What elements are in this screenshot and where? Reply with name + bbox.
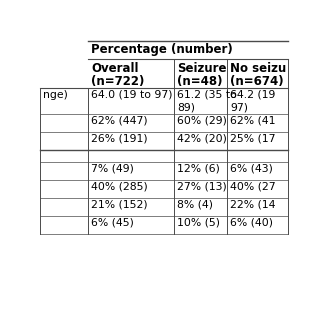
Text: 7% (49): 7% (49) — [91, 164, 134, 174]
Text: 6% (40): 6% (40) — [230, 218, 273, 228]
Text: (n=674): (n=674) — [230, 75, 284, 88]
Text: 12% (6): 12% (6) — [177, 164, 220, 174]
Text: 61.2 (35 to
89): 61.2 (35 to 89) — [177, 90, 237, 112]
Text: 27% (13): 27% (13) — [177, 182, 227, 192]
Text: 62% (41: 62% (41 — [230, 116, 276, 125]
Text: 10% (5): 10% (5) — [177, 218, 220, 228]
Text: 40% (27: 40% (27 — [230, 182, 276, 192]
Text: 64.0 (19 to 97): 64.0 (19 to 97) — [91, 90, 173, 100]
Text: Overall: Overall — [91, 62, 139, 75]
Text: 6% (45): 6% (45) — [91, 218, 134, 228]
Text: (n=48): (n=48) — [177, 75, 222, 88]
Text: 21% (152): 21% (152) — [91, 200, 148, 210]
Text: 64.2 (19
97): 64.2 (19 97) — [230, 90, 276, 112]
Text: Seizure: Seizure — [177, 62, 226, 75]
Text: 6% (43): 6% (43) — [230, 164, 273, 174]
Text: 8% (4): 8% (4) — [177, 200, 213, 210]
Text: 62% (447): 62% (447) — [91, 116, 148, 125]
Text: Percentage (number): Percentage (number) — [91, 43, 233, 56]
Text: (n=722): (n=722) — [91, 75, 145, 88]
Text: 26% (191): 26% (191) — [91, 133, 148, 143]
Text: 22% (14: 22% (14 — [230, 200, 276, 210]
Text: No seizu: No seizu — [230, 62, 286, 75]
Text: 25% (17: 25% (17 — [230, 133, 276, 143]
Text: nge): nge) — [43, 90, 68, 100]
Text: 60% (29): 60% (29) — [177, 116, 227, 125]
Text: 42% (20): 42% (20) — [177, 133, 227, 143]
Text: 40% (285): 40% (285) — [91, 182, 148, 192]
